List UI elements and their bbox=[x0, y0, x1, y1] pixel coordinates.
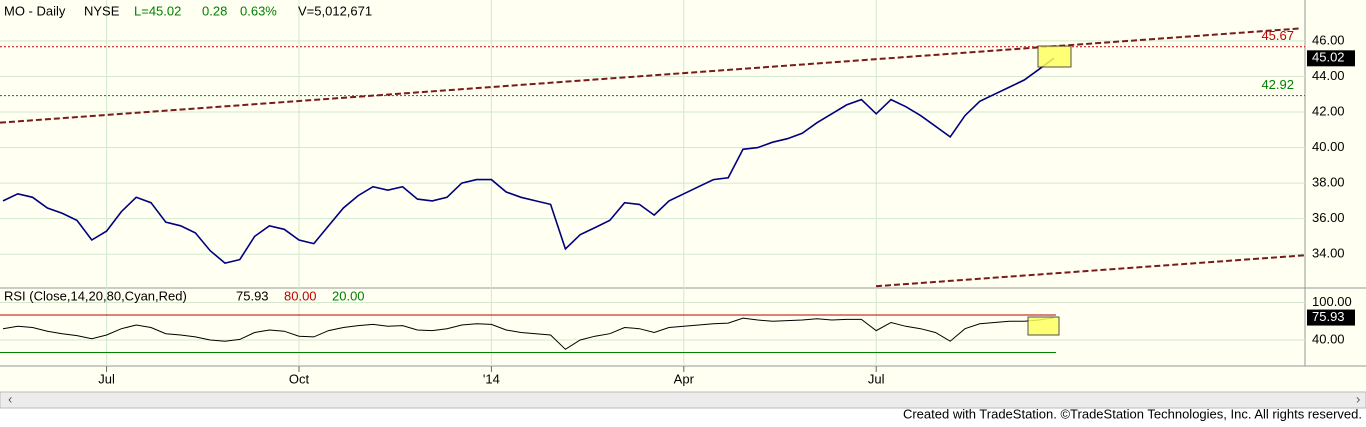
level-label: 80.00 bbox=[284, 288, 317, 303]
y-tick-label: 46.00 bbox=[1312, 32, 1345, 47]
rsi-title: RSI (Close,14,20,80,Cyan,Red) bbox=[4, 288, 187, 303]
header-change-pct: 0.63% bbox=[240, 3, 277, 18]
header-symbol: MO - Daily bbox=[4, 3, 66, 18]
footer: Created with TradeStation. ©TradeStation… bbox=[903, 406, 1362, 421]
ref-label: 45.67 bbox=[1261, 28, 1294, 43]
y-tick-label: 44.00 bbox=[1312, 68, 1345, 83]
x-tick-label: Jul bbox=[868, 371, 885, 386]
y-tick-label: 34.00 bbox=[1312, 246, 1345, 261]
price-line bbox=[2, 57, 1055, 264]
scroll-left[interactable]: ‹ bbox=[8, 391, 12, 406]
header-last: L=45.02 bbox=[134, 3, 181, 18]
highlight bbox=[1037, 45, 1072, 68]
header-volume: V=5,012,671 bbox=[298, 3, 372, 18]
y-tick-label: 100.00 bbox=[1312, 294, 1352, 309]
background bbox=[0, 0, 1366, 408]
y-tick-label: 40.00 bbox=[1312, 139, 1345, 154]
y-tick-label: 40.00 bbox=[1312, 331, 1345, 346]
x-tick-label: Oct bbox=[289, 371, 310, 386]
highlight bbox=[1027, 316, 1060, 336]
rsi-current: 75.93 bbox=[236, 288, 269, 303]
last-value: 45.02 bbox=[1312, 50, 1345, 65]
level-label: 20.00 bbox=[332, 288, 365, 303]
scroll-right[interactable]: › bbox=[1356, 391, 1360, 406]
last-value-box bbox=[1307, 309, 1355, 326]
y-tick-label: 38.00 bbox=[1312, 175, 1345, 190]
y-tick-label: 42.00 bbox=[1312, 103, 1345, 118]
rsi-line bbox=[2, 317, 1054, 350]
scrollbar[interactable] bbox=[0, 391, 1366, 409]
ref-label: 42.92 bbox=[1261, 77, 1294, 92]
y-tick-label: 36.00 bbox=[1312, 210, 1345, 225]
x-tick-label: Jul bbox=[98, 371, 115, 386]
x-tick-label: Apr bbox=[674, 371, 695, 386]
x-tick-label: '14 bbox=[483, 371, 500, 386]
last-value: 75.93 bbox=[1312, 309, 1345, 324]
last-value-box bbox=[1307, 50, 1355, 67]
trend-line bbox=[0, 27, 1301, 124]
header-exchange: NYSE bbox=[84, 3, 120, 18]
plot: Jul Oct '14 Apr Jul 34.00 36.00 38.00 40.00 42.00… bbox=[0, 0, 1355, 386]
header-change: 0.28 bbox=[202, 3, 227, 18]
